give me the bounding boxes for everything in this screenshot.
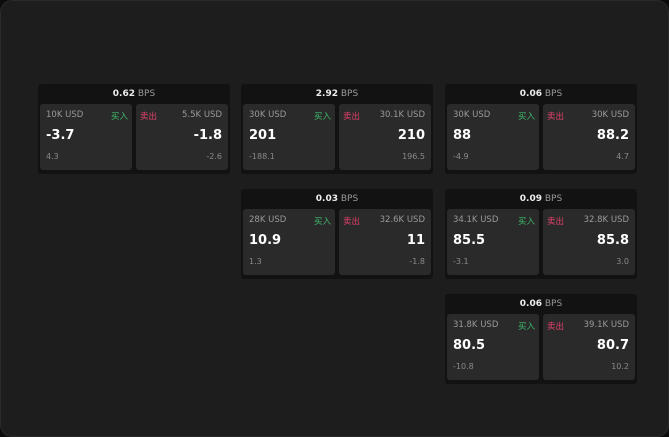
spread-value: 0.03 [315, 194, 338, 204]
spread-value: 0.62 [112, 89, 135, 99]
buy-cell[interactable]: 31.8K USD 买入 80.5 -10.8 [447, 314, 539, 380]
buy-price: 88 [453, 128, 472, 143]
spread-unit: BPS [340, 89, 359, 99]
buy-change: 1.3 [249, 257, 262, 266]
quote-card: 2.92 BPS 30K USD 买入 201 -188.1 30.1K USD… [241, 84, 433, 174]
buy-size: 31.8K USD [453, 320, 499, 330]
spread-value: 0.09 [519, 194, 542, 204]
sell-label: 卖出 [547, 112, 565, 122]
spread-unit: BPS [137, 89, 156, 99]
sell-price: 85.8 [596, 233, 629, 248]
quote-card: 0.62 BPS 10K USD 买入 -3.7 4.3 5.5K USD 卖出… [38, 84, 230, 174]
buy-cell[interactable]: 28K USD 买入 10.9 1.3 [243, 209, 335, 275]
buy-size: 34.1K USD [453, 215, 499, 225]
buy-size: 10K USD [46, 110, 84, 120]
quote-card: 0.03 BPS 28K USD 买入 10.9 1.3 32.6K USD 卖… [241, 189, 433, 279]
buy-label: 买入 [313, 217, 331, 227]
spread-header: 0.06 BPS [445, 294, 637, 314]
sell-price: 11 [406, 233, 425, 248]
sell-size: 32.8K USD [583, 215, 629, 225]
sell-size: 39.1K USD [583, 320, 629, 330]
sell-label: 卖出 [343, 217, 361, 227]
sell-price: 88.2 [596, 128, 629, 143]
buy-change: -188.1 [249, 152, 275, 161]
sell-change: -2.6 [206, 152, 222, 161]
buy-label: 买入 [517, 322, 535, 332]
spread-unit: BPS [544, 299, 563, 309]
buy-size: 30K USD [249, 110, 287, 120]
buy-price: -3.7 [46, 128, 75, 143]
buy-price: 10.9 [249, 233, 282, 248]
sell-change: -1.8 [409, 257, 425, 266]
sell-size: 32.6K USD [379, 215, 425, 225]
sell-label: 卖出 [140, 112, 158, 122]
buy-change: 4.3 [46, 152, 59, 161]
buy-price: 201 [249, 128, 277, 143]
sell-size: 30K USD [591, 110, 629, 120]
spread-header: 0.09 BPS [445, 189, 637, 209]
quote-card: 0.06 BPS 30K USD 买入 88 -4.9 30K USD 卖出 8… [445, 84, 637, 174]
sell-cell[interactable]: 39.1K USD 卖出 80.7 10.2 [543, 314, 635, 380]
sell-cell[interactable]: 30.1K USD 卖出 210 196.5 [339, 104, 431, 170]
buy-label: 买入 [313, 112, 331, 122]
quote-card: 0.09 BPS 34.1K USD 买入 85.5 -3.1 32.8K US… [445, 189, 637, 279]
sell-cell[interactable]: 5.5K USD 卖出 -1.8 -2.6 [136, 104, 228, 170]
buy-size: 28K USD [249, 215, 287, 225]
spread-value: 0.06 [519, 89, 542, 99]
spread-value: 2.92 [315, 89, 338, 99]
buy-price: 80.5 [453, 338, 486, 353]
sell-price: 210 [397, 128, 425, 143]
sell-label: 卖出 [547, 322, 565, 332]
sell-size: 30.1K USD [379, 110, 425, 120]
buy-change: -4.9 [453, 152, 469, 161]
spread-header: 2.92 BPS [241, 84, 433, 104]
spread-unit: BPS [544, 194, 563, 204]
spread-value: 0.06 [519, 299, 542, 309]
buy-cell[interactable]: 10K USD 买入 -3.7 4.3 [40, 104, 132, 170]
buy-label: 买入 [517, 112, 535, 122]
sell-change: 10.2 [611, 362, 629, 371]
buy-change: -10.8 [453, 362, 474, 371]
quote-card: 0.06 BPS 31.8K USD 买入 80.5 -10.8 39.1K U… [445, 294, 637, 384]
spread-header: 0.06 BPS [445, 84, 637, 104]
spread-unit: BPS [544, 89, 563, 99]
buy-cell[interactable]: 34.1K USD 买入 85.5 -3.1 [447, 209, 539, 275]
buy-label: 买入 [517, 217, 535, 227]
sell-cell[interactable]: 32.8K USD 卖出 85.8 3.0 [543, 209, 635, 275]
sell-change: 196.5 [402, 152, 425, 161]
sell-price: 80.7 [596, 338, 629, 353]
sell-change: 4.7 [616, 152, 629, 161]
buy-change: -3.1 [453, 257, 469, 266]
sell-cell[interactable]: 30K USD 卖出 88.2 4.7 [543, 104, 635, 170]
sell-label: 卖出 [343, 112, 361, 122]
buy-cell[interactable]: 30K USD 买入 201 -188.1 [243, 104, 335, 170]
buy-size: 30K USD [453, 110, 491, 120]
buy-price: 85.5 [453, 233, 486, 248]
sell-change: 3.0 [616, 257, 629, 266]
sell-size: 5.5K USD [182, 110, 222, 120]
spread-unit: BPS [340, 194, 359, 204]
sell-label: 卖出 [547, 217, 565, 227]
sell-price: -1.8 [193, 128, 222, 143]
buy-label: 买入 [110, 112, 128, 122]
buy-cell[interactable]: 30K USD 买入 88 -4.9 [447, 104, 539, 170]
spread-header: 0.03 BPS [241, 189, 433, 209]
spread-header: 0.62 BPS [38, 84, 230, 104]
sell-cell[interactable]: 32.6K USD 卖出 11 -1.8 [339, 209, 431, 275]
